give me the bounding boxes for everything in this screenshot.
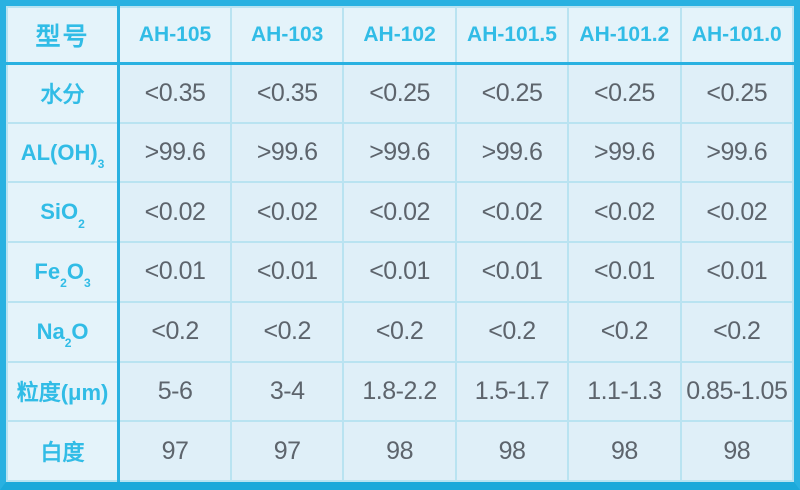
row-label-text: SiO: [40, 199, 79, 225]
row-label-text: AL(OH): [20, 139, 98, 165]
column-header: AH-101.2: [567, 6, 682, 65]
value-cell: 5-6: [117, 360, 233, 423]
value-cell: <0.35: [117, 62, 233, 124]
value-cell: <0.25: [567, 62, 682, 124]
value-cell: <0.02: [567, 181, 682, 244]
column-header: AH-103: [229, 6, 345, 65]
row-label: 白度: [6, 420, 121, 482]
column-header: AH-101.0: [679, 6, 795, 65]
value-cell: <0.2: [342, 300, 457, 363]
value-cell: 97: [229, 420, 345, 482]
value-cell: <0.35: [229, 62, 345, 124]
subscript: 2: [78, 216, 85, 231]
value-cell: <0.02: [342, 181, 457, 244]
value-cell: <0.25: [342, 62, 457, 124]
value-cell: <0.01: [567, 241, 682, 303]
table-row: Fe2O3 <0.01 <0.01 <0.01 <0.01 <0.01 <0.01: [6, 241, 795, 303]
value-cell: <0.02: [229, 181, 345, 244]
spec-table: 型号 AH-105 AH-103 AH-102 AH-101.5 AH-101.2 AH-…: [6, 6, 795, 482]
value-cell: <0.2: [679, 300, 795, 363]
column-header: AH-101.5: [454, 6, 570, 65]
value-cell: 97: [117, 420, 233, 482]
table-row: SiO2 <0.02 <0.02 <0.02 <0.02 <0.02 <0.02: [6, 181, 795, 244]
subscript: 3: [83, 276, 91, 291]
value-cell: <0.2: [567, 300, 682, 363]
row-label: SiO2: [6, 181, 121, 244]
value-cell: 98: [679, 420, 795, 482]
table-row: AL(OH)3 >99.6 >99.6 >99.6 >99.6 >99.6 >99.6: [6, 121, 795, 184]
value-cell: 98: [567, 420, 682, 482]
value-cell: >99.6: [117, 121, 233, 184]
column-header: AH-102: [342, 6, 457, 65]
value-cell: >99.6: [454, 121, 570, 184]
table-row: Na2O <0.2 <0.2 <0.2 <0.2 <0.2 <0.2: [6, 300, 795, 363]
value-cell: <0.01: [229, 241, 345, 303]
value-cell: <0.02: [117, 181, 233, 244]
value-cell: >99.6: [342, 121, 457, 184]
row-label: AL(OH)3: [6, 121, 121, 184]
row-label-text: Fe: [34, 258, 61, 284]
subscript: 2: [64, 336, 72, 351]
value-cell: >99.6: [229, 121, 345, 184]
value-cell: 1.8-2.2: [342, 360, 457, 423]
value-cell: 0.85-1.05: [679, 360, 795, 423]
value-cell: <0.2: [117, 300, 233, 363]
value-cell: 3-4: [229, 360, 345, 423]
table-row: 水分 <0.35 <0.35 <0.25 <0.25 <0.25 <0.25: [6, 62, 795, 124]
row-label-text: O: [71, 318, 89, 344]
row-label-text: 水分: [40, 82, 85, 108]
value-cell: <0.01: [454, 241, 570, 303]
value-cell: <0.02: [679, 181, 795, 244]
value-cell: 98: [454, 420, 570, 482]
row-label-text: 白度: [40, 440, 85, 466]
value-cell: <0.01: [342, 241, 457, 303]
value-cell: 98: [342, 420, 457, 482]
value-cell: <0.25: [454, 62, 570, 124]
subscript: 2: [60, 276, 67, 291]
value-cell: <0.01: [679, 241, 795, 303]
row-label: 粒度(μm): [6, 360, 121, 423]
value-cell: 1.5-1.7: [454, 360, 570, 423]
row-label-text: O: [66, 258, 84, 284]
row-label: Fe2O3: [6, 241, 121, 303]
value-cell: <0.01: [117, 241, 233, 303]
value-cell: >99.6: [679, 121, 795, 184]
row-label: 水分: [6, 62, 121, 124]
value-cell: 1.1-1.3: [567, 360, 682, 423]
row-label: Na2O: [6, 300, 121, 363]
row-label-text: Na: [36, 318, 65, 344]
value-cell: <0.2: [229, 300, 345, 363]
row-label-text: 粒度(μm): [16, 380, 109, 406]
table-body: 水分 <0.35 <0.35 <0.25 <0.25 <0.25 <0.25 AL(OH)3 >…: [6, 62, 795, 482]
value-cell: <0.02: [454, 181, 570, 244]
corner-cell-model-label: 型号: [6, 6, 121, 65]
header-row: 型号 AH-105 AH-103 AH-102 AH-101.5 AH-101.2 AH-…: [6, 6, 795, 65]
value-cell: <0.2: [454, 300, 570, 363]
subscript: 3: [97, 156, 105, 171]
column-header: AH-105: [117, 6, 233, 65]
value-cell: >99.6: [567, 121, 682, 184]
value-cell: <0.25: [679, 62, 795, 124]
table-row: 粒度(μm) 5-6 3-4 1.8-2.2 1.5-1.7 1.1-1.3 0.85-1.…: [6, 360, 795, 423]
table-row: 白度 97 97 98 98 98 98: [6, 420, 795, 482]
